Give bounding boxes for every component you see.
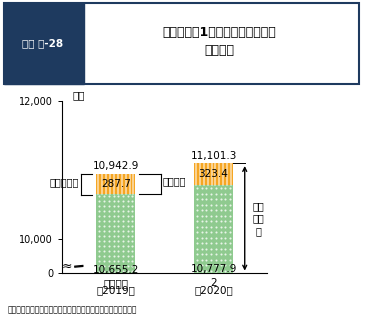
Text: ≈: ≈ — [62, 260, 72, 273]
Text: （2019）: （2019） — [97, 285, 135, 295]
Bar — [194, 163, 233, 185]
Text: 農業経営費: 農業経営費 — [49, 177, 79, 188]
Bar — [4, 3, 84, 84]
Bar — [194, 185, 233, 273]
Text: 万円: 万円 — [72, 90, 85, 100]
Text: 11,101.3: 11,101.3 — [190, 151, 237, 161]
Text: 図表 特-28: 図表 特-28 — [22, 38, 63, 48]
Text: 10,942.9: 10,942.9 — [93, 162, 139, 171]
Text: 10,777.9: 10,777.9 — [190, 265, 237, 274]
Text: 10,655.2: 10,655.2 — [93, 265, 139, 274]
Text: 2: 2 — [210, 278, 217, 288]
Text: 令和元年: 令和元年 — [104, 278, 128, 288]
Bar — [96, 174, 135, 194]
Text: 323.4: 323.4 — [199, 169, 228, 179]
Text: 農業所得: 農業所得 — [163, 176, 186, 186]
Text: 法人経営体1経営体当たりの農業
経営収支: 法人経営体1経営体当たりの農業 経営収支 — [163, 26, 276, 57]
Text: （2020）: （2020） — [194, 285, 233, 295]
Text: 農業
粗収
益: 農業 粗収 益 — [253, 201, 264, 236]
Text: 資料：農林水産省「農業経営統計調査　営農類型別経営統計」: 資料：農林水産省「農業経営統計調査 営農類型別経営統計」 — [7, 306, 137, 315]
Text: 287.7: 287.7 — [101, 179, 131, 189]
Bar — [96, 194, 135, 273]
